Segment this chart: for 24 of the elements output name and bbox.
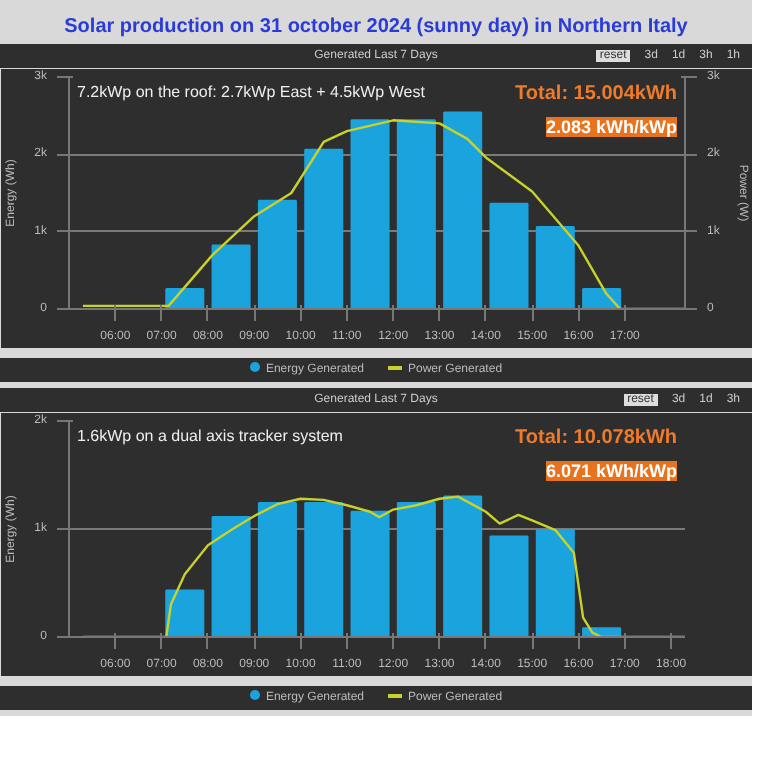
bar <box>396 119 436 309</box>
annotation: 6.071 kWh/kWp <box>545 461 678 481</box>
annotation: 1.6kWp on a dual axis tracker system <box>77 427 344 445</box>
bar <box>211 516 251 637</box>
bar <box>257 199 297 309</box>
bar <box>489 535 529 637</box>
bar <box>396 502 436 637</box>
bar <box>535 529 575 637</box>
bar <box>489 202 529 309</box>
bar <box>304 148 344 309</box>
bar <box>443 495 483 637</box>
bar <box>535 226 575 309</box>
annotation: Total: 15.004kWh <box>515 83 678 105</box>
bar <box>350 119 390 309</box>
bar <box>211 244 251 309</box>
annotation: 7.2kWp on the roof: 2.7kWp East + 4.5kWp West <box>77 83 427 101</box>
bar <box>443 111 483 309</box>
bar <box>350 510 390 637</box>
chart-title: Solar production on 31 october 2024 (sunny day) in Northern Italy <box>62 16 690 38</box>
annotation: Total: 10.078kWh <box>515 427 678 449</box>
bar <box>257 502 297 637</box>
annotation: 2.083 kWh/kWp <box>545 117 678 137</box>
bar <box>304 502 344 637</box>
bar <box>165 589 205 637</box>
